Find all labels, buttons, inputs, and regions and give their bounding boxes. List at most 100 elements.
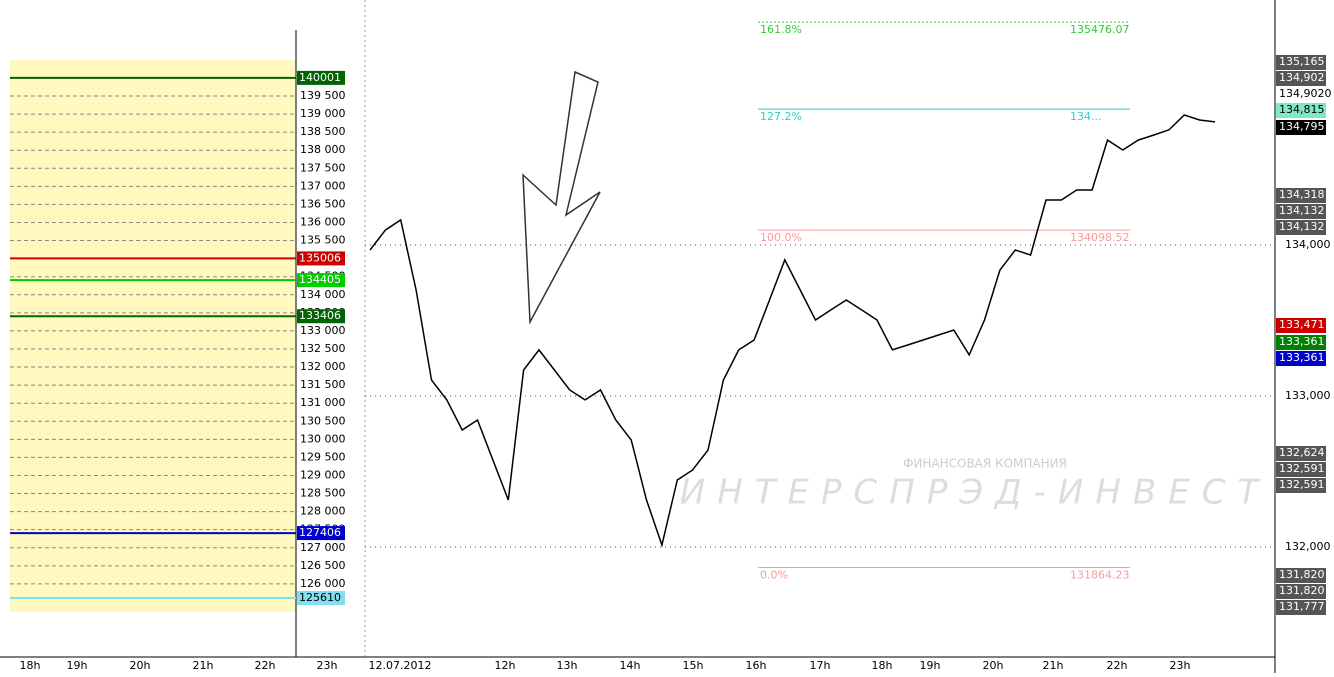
fib-level: 127.2% [760, 110, 802, 123]
time-label: 16h [746, 659, 767, 672]
level-box [297, 526, 345, 541]
price-box [1276, 600, 1326, 615]
price-box [1276, 204, 1326, 219]
y-tick-label: 130 500 [300, 414, 346, 427]
price-box [1276, 462, 1326, 477]
price-label: 132,591 [1279, 462, 1325, 475]
time-label: 19h [67, 659, 88, 672]
price-line [369, 114, 1216, 548]
price-box [1276, 351, 1326, 366]
y-tick-label: 128 000 [300, 505, 346, 518]
level-label: 134405 [299, 273, 341, 286]
price-box [1276, 188, 1326, 203]
y-tick-label: 131 000 [300, 396, 346, 409]
fib-price: 131864.23 [1070, 569, 1130, 582]
y-tick-label: 128 500 [300, 487, 346, 500]
fib-price: 134098.52 [1070, 231, 1130, 244]
y-tick-label: 139 500 [300, 89, 346, 102]
y-tick-label: 129 000 [300, 468, 346, 481]
y-tick-label: 127 000 [300, 541, 346, 554]
y-tick-label: 133 000 [300, 324, 346, 337]
y-tick-label: 137 000 [300, 179, 346, 192]
time-label: 19h [920, 659, 941, 672]
price-label: 133,471 [1279, 318, 1325, 331]
price-label: 134,815 [1279, 103, 1325, 116]
y-tick-label: 130 000 [300, 432, 346, 445]
time-label: 15h [683, 659, 704, 672]
level-label: 127406 [299, 526, 341, 539]
price-box [1276, 87, 1326, 102]
y-tick-label: 132 500 [300, 342, 346, 355]
time-label: 13h [557, 659, 578, 672]
price-label: 133,361 [1279, 351, 1325, 364]
y-tick-label: 139 000 [300, 107, 346, 120]
time-label: 18h [872, 659, 893, 672]
price-label: 131,820 [1279, 584, 1325, 597]
y-tick-label: 131 500 [300, 378, 346, 391]
price-box [1276, 478, 1326, 493]
y-tick-label: 135 500 [300, 234, 346, 247]
time-label: 22h [1107, 659, 1128, 672]
price-label: 131,820 [1279, 568, 1325, 581]
time-label: 20h [130, 659, 151, 672]
y-tick-label: 132 000 [300, 360, 346, 373]
y-tick-label: 126 500 [300, 559, 346, 572]
price-label: 131,777 [1279, 600, 1325, 613]
watermark-name: ИНТЕРСПРЭД-ИНВЕСТ [680, 473, 1270, 513]
fib-level: 161.8% [760, 23, 802, 36]
time-label: 14h [620, 659, 641, 672]
time-label: 18h [20, 659, 41, 672]
time-label: 12.07.2012 [369, 659, 432, 672]
y-tick-label: 134,000 [1285, 238, 1331, 251]
time-label: 23h [1170, 659, 1191, 672]
fib-price: 135476.07 [1070, 23, 1130, 36]
price-label: 132,591 [1279, 478, 1325, 491]
price-box [1276, 568, 1326, 583]
price-box [1276, 318, 1326, 333]
time-label: 22h [255, 659, 276, 672]
price-box [1276, 120, 1326, 135]
price-box [1276, 446, 1326, 461]
left-panel-bg [10, 60, 296, 612]
fib-level: 100.0% [760, 231, 802, 244]
price-label: 135,165 [1279, 55, 1325, 68]
price-box [1276, 103, 1326, 118]
fib-price: 134... [1070, 110, 1102, 123]
y-tick-label: 129 500 [300, 450, 346, 463]
y-tick-label: 126 000 [300, 577, 346, 590]
level-label: 140001 [299, 71, 341, 84]
y-tick-label: 138 000 [300, 143, 346, 156]
price-label: 134,902 [1279, 71, 1325, 84]
y-tick-label: 138 500 [300, 125, 346, 138]
level-label: 125610 [299, 591, 341, 604]
level-box [297, 309, 345, 324]
y-tick-label: 134 000 [300, 288, 346, 301]
time-label: 23h [317, 659, 338, 672]
level-box [297, 251, 345, 266]
price-label: 134,9020 [1279, 87, 1332, 100]
y-tick-label: 136 500 [300, 197, 346, 210]
y-tick-label: 137 500 [300, 161, 346, 174]
level-label: 133406 [299, 309, 341, 322]
y-tick-label: 133,000 [1285, 389, 1331, 402]
price-label: 132,624 [1279, 446, 1325, 459]
price-box [1276, 55, 1326, 70]
level-box [297, 590, 345, 605]
level-box [297, 70, 345, 85]
time-label: 21h [1043, 659, 1064, 672]
y-tick-label: 136 000 [300, 215, 346, 228]
time-label: 12h [495, 659, 516, 672]
time-label: 20h [983, 659, 1004, 672]
price-box [1276, 584, 1326, 599]
price-label: 134,132 [1279, 204, 1325, 217]
price-label: 133,361 [1279, 335, 1325, 348]
y-tick-label: 132,000 [1285, 540, 1331, 553]
arrow [522, 70, 601, 325]
price-label: 134,318 [1279, 188, 1325, 201]
price-box [1276, 220, 1326, 235]
price-label: 134,795 [1279, 120, 1325, 133]
fib-level: 0.0% [760, 569, 788, 582]
price-box [1276, 71, 1326, 86]
